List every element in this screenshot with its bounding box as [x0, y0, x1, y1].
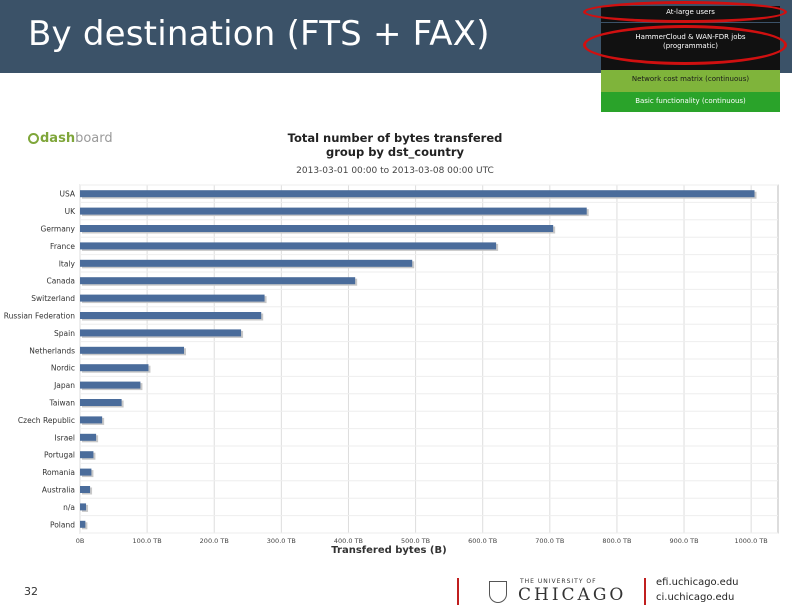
chart-title: Total number of bytes transfered — [287, 131, 503, 145]
highlight-oval-top — [583, 1, 787, 23]
dashboard-logo-part1: dash — [40, 131, 76, 146]
bar — [80, 225, 554, 232]
site-link-efi[interactable]: efi.uchicago.edu — [656, 577, 739, 588]
bar — [80, 433, 97, 441]
bar — [80, 416, 103, 424]
category-label: Australia — [42, 486, 75, 495]
footer-divider-right — [644, 578, 646, 605]
bar — [80, 259, 413, 267]
bar — [80, 381, 141, 389]
slide-header: By destination (FTS + FAX) At-large user… — [0, 0, 792, 112]
university-name: CHICAGO — [518, 585, 627, 605]
category-label: Romania — [42, 468, 75, 477]
bar — [80, 468, 92, 476]
dashboard-logo-icon — [28, 133, 39, 144]
x-tick-label: 900.0 TB — [669, 537, 698, 545]
bar — [80, 503, 87, 511]
university-shield-icon — [489, 581, 507, 603]
x-tick-label: 700.0 TB — [535, 537, 564, 545]
category-label: France — [50, 242, 75, 251]
category-label: Italy — [59, 259, 76, 268]
bar — [80, 277, 356, 285]
bar — [80, 451, 94, 459]
x-tick-label: 800.0 TB — [602, 537, 631, 545]
highlight-oval-bottom — [583, 25, 787, 65]
bar — [80, 207, 587, 215]
dashboard-logo-part2: board — [75, 131, 113, 146]
category-label: Netherlands — [29, 346, 75, 355]
footer-divider-left — [457, 578, 459, 605]
x-axis-label: Transfered bytes (B) — [331, 545, 446, 556]
category-label: Taiwan — [48, 399, 75, 408]
category-label: Nordic — [51, 364, 75, 373]
category-label: Canada — [46, 277, 75, 286]
site-link-ci[interactable]: ci.uchicago.edu — [656, 592, 735, 603]
bar — [80, 294, 265, 302]
x-tick-label: 1000.0 TB — [735, 537, 768, 545]
category-label: UK — [65, 207, 76, 216]
bar — [80, 346, 185, 354]
chart-date-range: 2013-03-01 00:00 to 2013-03-08 00:00 UTC — [296, 166, 494, 176]
category-label: Switzerland — [31, 294, 75, 303]
category-label: Poland — [50, 520, 75, 529]
bar — [80, 399, 122, 406]
bar — [80, 312, 262, 319]
dashboard-logo: dashboard — [28, 131, 113, 146]
category-label: Spain — [54, 329, 75, 338]
x-tick-label: 200.0 TB — [200, 537, 229, 545]
category-label: Israel — [55, 433, 76, 442]
stack-item-network-cost: Network cost matrix (continuous) — [601, 70, 780, 92]
bar — [80, 364, 149, 372]
x-tick-label: 300.0 TB — [267, 537, 296, 545]
x-tick-label: 100.0 TB — [133, 537, 162, 545]
category-label: Germany — [41, 225, 76, 234]
stack-item-basic: Basic functionality (continuous) — [601, 92, 780, 112]
category-label: Russian Federation — [4, 312, 75, 321]
bar — [80, 242, 497, 250]
category-label: Czech Republic — [18, 416, 75, 425]
x-tick-label: 0B — [76, 537, 85, 545]
category-label: Portugal — [44, 451, 75, 460]
university-small-text: THE UNIVERSITY OF — [520, 578, 597, 585]
bar — [80, 486, 91, 493]
page-number: 32 — [24, 585, 38, 598]
slide-title: By destination (FTS + FAX) — [28, 14, 490, 54]
category-label: Japan — [53, 381, 75, 390]
category-label: n/a — [63, 503, 75, 512]
x-tick-label: 600.0 TB — [468, 537, 497, 545]
bar — [80, 190, 755, 198]
x-tick-label: 500.0 TB — [401, 537, 430, 545]
chart-subtitle: group by dst_country — [325, 145, 465, 159]
bar — [80, 520, 86, 528]
x-tick-label: 400.0 TB — [334, 537, 363, 545]
category-label: USA — [59, 190, 75, 199]
bar — [80, 329, 242, 337]
